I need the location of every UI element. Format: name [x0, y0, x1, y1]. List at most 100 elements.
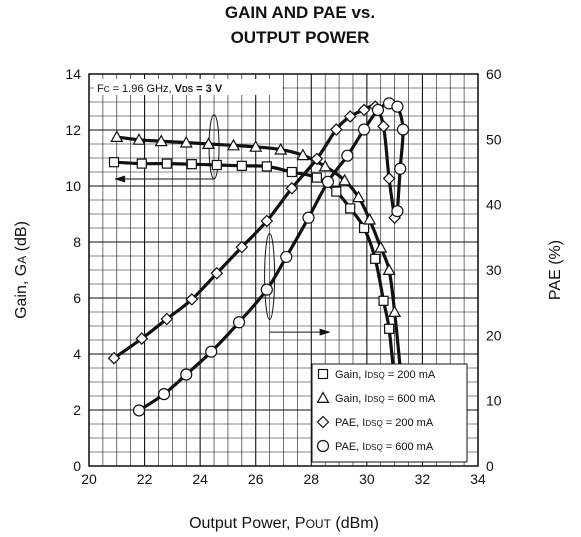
data-point-triangle [226, 138, 241, 151]
grid-lines [88, 73, 479, 467]
data-point-square [383, 323, 395, 334]
data-point-triangle [249, 140, 263, 152]
data-point-triangle [382, 263, 396, 275]
data-point-triangle [132, 133, 146, 145]
data-point-circle [280, 250, 293, 264]
data-point-diamond [343, 110, 357, 123]
data-point-square [311, 172, 322, 183]
y-right-tick-label: 0 [486, 458, 494, 474]
data-point-square [161, 158, 172, 169]
legend-marker-triangle [316, 391, 330, 403]
data-point-square [261, 161, 272, 172]
data-point-diamond [260, 214, 274, 228]
y-left-tick-label: 2 [73, 402, 81, 418]
y-right-tick-label: 20 [486, 327, 502, 343]
chart-title-line-1: GAIN AND PAE vs. [224, 3, 376, 22]
series-line-1 [112, 160, 397, 384]
data-point-diamond [210, 266, 224, 280]
data-point-diamond [382, 172, 396, 185]
data-point-diamond [285, 181, 299, 195]
data-point-diamond [185, 293, 199, 306]
gain-arrowhead [114, 175, 126, 183]
svg-text:FC = 1.96 GHz, VDS = 3 V: FC = 1.96 GHz, VDS = 3 V [97, 83, 223, 95]
x-tick-label: 26 [248, 471, 264, 487]
data-point-circle [394, 162, 407, 175]
data-point-diamond [135, 332, 149, 345]
legend-marker-square [317, 368, 329, 380]
legend-label: PAE, IDSQ = 200 mA [335, 417, 434, 429]
condition-bold-value: = 3 V [193, 83, 223, 95]
data-point-circle [396, 123, 410, 136]
data-point-circle [321, 175, 335, 188]
legend-label: PAE, IDSQ = 600 mA [335, 441, 434, 453]
data-point-circle [391, 100, 404, 113]
data-point-diamond [377, 119, 390, 133]
data-point-circle [391, 205, 404, 218]
data-point-triangle [388, 305, 402, 317]
y-right-tick-label: 50 [486, 131, 502, 147]
data-point-circle [260, 283, 273, 296]
pae-group-ellipse [264, 233, 276, 321]
data-point-square [236, 160, 247, 171]
data-point-triangle [110, 130, 124, 142]
series-markers [107, 97, 410, 417]
data-point-circle [302, 211, 315, 224]
plot-frame [88, 73, 479, 467]
y-left-tick-label: 10 [65, 178, 81, 194]
condition-prefix-sub: C [104, 85, 110, 94]
y-left-tick-label: 8 [73, 234, 81, 250]
legend-label: Gain, IDSQ = 200 mA [335, 369, 436, 381]
data-point-triangle [274, 142, 288, 155]
data-point-square [136, 158, 147, 169]
x-tick-label: 32 [415, 471, 431, 487]
legend-marker-circle [316, 439, 330, 453]
data-point-square [211, 159, 222, 171]
y-left-tick-label: 14 [65, 66, 81, 82]
data-point-diamond [107, 351, 121, 365]
y-right-tick-label: 30 [486, 262, 502, 278]
data-point-square [345, 203, 356, 214]
data-point-square [331, 186, 342, 197]
data-point-circle [132, 404, 146, 417]
data-point-square [108, 157, 120, 168]
data-point-square [358, 222, 370, 234]
data-point-triangle [352, 190, 366, 203]
data-point-circle [371, 103, 385, 117]
y-axis-left-label: Gain, GA (dB) [13, 221, 30, 319]
data-point-triangle [154, 134, 168, 147]
data-point-square [286, 166, 297, 178]
y-left-tick-label: 0 [73, 458, 81, 474]
data-point-circle [205, 345, 218, 358]
condition-box: FC = 1.96 GHz, VDS = 3 V [94, 79, 282, 95]
condition-value: = 1.96 GHz, [110, 83, 175, 95]
data-point-triangle [201, 137, 215, 149]
condition-prefix: F [97, 83, 104, 95]
y-right-tick-label: 40 [486, 197, 502, 213]
x-tick-label: 20 [81, 471, 97, 487]
y-left-tick-label: 6 [73, 290, 81, 306]
series-line-2 [115, 135, 402, 370]
x-tick-label: 22 [137, 471, 153, 487]
data-point-triangle [374, 240, 388, 253]
data-point-triangle [179, 135, 193, 148]
y-right-tick-label: 10 [486, 393, 502, 409]
data-point-triangle [296, 148, 310, 161]
data-point-diamond [160, 312, 174, 326]
data-point-diamond [357, 103, 371, 117]
data-point-square [186, 159, 197, 170]
data-point-square [378, 295, 389, 306]
condition-bold-sub: DS [182, 85, 194, 94]
data-point-circle [341, 149, 354, 162]
data-point-diamond [310, 152, 324, 166]
data-point-circle [157, 388, 171, 401]
data-point-triangle [363, 212, 377, 225]
x-tick-label: 24 [192, 471, 208, 487]
pae-arrowhead [319, 328, 331, 336]
legend-marker-diamond [316, 415, 330, 429]
y-left-tick-label: 12 [65, 122, 81, 138]
annotations [114, 114, 331, 336]
y-right-tick-label: 60 [486, 66, 502, 82]
